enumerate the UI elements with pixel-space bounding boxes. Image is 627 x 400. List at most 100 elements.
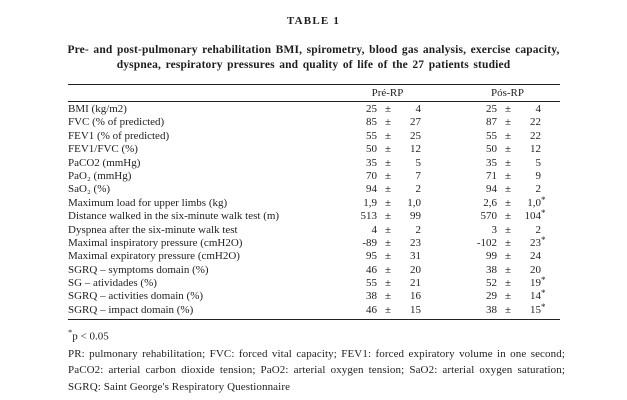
pos-plusminus: ± — [504, 196, 512, 209]
pos-sd: 14 — [530, 290, 541, 303]
significance-text: p < 0.05 — [72, 330, 109, 343]
pre-value: 1,9 — [363, 196, 377, 209]
table-row: SGRQ – symptoms domain (%) 46 ±20 38 ±20 — [68, 264, 560, 277]
column-header-pre-rp: Pré-RP — [371, 87, 404, 99]
pos-significance-star: * — [541, 301, 546, 312]
pos-significance-star — [541, 221, 547, 234]
table-row: BMI (kg/m2) 25 ±4 25 ±4 — [68, 103, 560, 116]
pos-sd: 20 — [530, 263, 541, 276]
row-label: FEV1/FVC (%) — [68, 143, 138, 156]
pre-value: 46 — [366, 263, 377, 276]
pre-sd: 15 — [410, 303, 421, 316]
row-label: PaCO2 (mmHg) — [68, 156, 141, 169]
pos-significance-star: * — [541, 194, 546, 205]
pre-value: 35 — [366, 156, 377, 169]
row-label: FEV1 (% of predicted) — [68, 129, 170, 142]
pos-plusminus: ± — [504, 169, 512, 182]
pos-sd: 1,0 — [527, 196, 541, 209]
table-body: BMI (kg/m2) 25 ±4 25 ±4 FVC (% of predicted)… — [68, 102, 560, 321]
table-number-heading: TABLE 1 — [286, 15, 341, 27]
pos-significance-star: * — [541, 208, 546, 219]
pos-significance-star — [541, 261, 547, 274]
pre-value: 95 — [366, 250, 377, 263]
table-header-row: Pré-RP Pós-RP — [68, 84, 560, 102]
pre-sd: 31 — [410, 250, 421, 263]
pre-sd: 5 — [415, 156, 422, 169]
pre-value: 70 — [366, 169, 377, 182]
pos-significance-star — [541, 127, 547, 140]
row-label: Distance walked in the six-minute walk t… — [68, 210, 280, 223]
table-row: SGRQ – impact domain (%) 46 ±15 38 ±15 * — [68, 301, 560, 317]
pos-value: 99 — [486, 250, 497, 263]
significance-star: * — [68, 327, 73, 338]
pos-plusminus: ± — [504, 129, 512, 142]
pos-plusminus: ± — [504, 156, 512, 169]
pre-sd: 2 — [415, 223, 422, 236]
pos-sd: 104 — [524, 210, 542, 223]
pre-plusminus: ± — [384, 129, 392, 142]
pos-significance-star — [541, 100, 547, 113]
significance-note: *p < 0.05 — [68, 325, 565, 344]
pre-significance-star — [421, 287, 427, 300]
pre-significance-star — [421, 127, 427, 140]
pre-significance-star — [421, 261, 427, 274]
pre-value: 46 — [366, 303, 377, 316]
column-header-pos-rp: Pós-RP — [490, 87, 525, 99]
pre-sd: 25 — [410, 129, 421, 142]
table-row: Maximal expiratory pressure (cmH2O) 95 ±31… — [68, 250, 560, 263]
pos-significance-star — [541, 140, 547, 153]
pre-value: 85 — [366, 116, 377, 129]
pos-value: 50 — [486, 143, 497, 156]
pre-sd: 20 — [410, 263, 421, 276]
pre-value: 513 — [360, 210, 378, 223]
pos-plusminus: ± — [504, 250, 512, 263]
pre-sd: 27 — [410, 116, 421, 129]
table-row: Dyspnea after the six-minute walk test 4 ±… — [68, 224, 560, 237]
pos-significance-star — [541, 247, 547, 260]
pos-plusminus: ± — [504, 183, 512, 196]
pos-plusminus: ± — [504, 290, 512, 303]
pos-plusminus: ± — [504, 116, 512, 129]
row-label: Dyspnea after the six-minute walk test — [68, 223, 238, 236]
pos-sd: 5 — [535, 156, 542, 169]
pos-plusminus: ± — [504, 103, 512, 115]
pos-plusminus: ± — [504, 277, 512, 290]
table-row: PaO₂ (mmHg) 70 ±7 71 ±9 — [68, 170, 560, 183]
pre-value: 50 — [366, 143, 377, 156]
pre-plusminus: ± — [384, 143, 392, 156]
pos-sd: 19 — [530, 277, 541, 290]
pos-sd: 2 — [535, 183, 542, 196]
pre-sd: 4 — [415, 103, 422, 115]
pre-sd: 12 — [410, 143, 421, 156]
pos-value: 570 — [480, 210, 498, 223]
table-row: SGRQ – activities domain (%) 38 ±16 29 ±14 * — [68, 287, 560, 303]
pre-significance-star — [421, 234, 427, 247]
pos-sd: 23 — [530, 236, 541, 249]
pos-sd: 4 — [535, 103, 542, 115]
pos-sd: 12 — [530, 143, 541, 156]
pos-sd: 2 — [535, 223, 542, 236]
row-label: SGRQ – activities domain (%) — [68, 290, 204, 303]
row-label: SG – atividades (%) — [68, 277, 157, 290]
pos-sd: 24 — [530, 250, 541, 263]
pre-plusminus: ± — [384, 169, 392, 182]
pos-value: 52 — [486, 277, 497, 290]
pre-significance-star — [421, 194, 427, 207]
pre-plusminus: ± — [384, 223, 392, 236]
row-label: FVC (% of predicted) — [68, 116, 165, 129]
row-label: Maximum load for upper limbs (kg) — [68, 196, 228, 209]
row-label: Maximal inspiratory pressure (cmH2O) — [68, 236, 243, 249]
pre-value: 94 — [366, 183, 377, 196]
pre-significance-star — [421, 113, 427, 126]
pre-value: 38 — [366, 290, 377, 303]
pre-value: 55 — [366, 277, 377, 290]
row-label: SGRQ – impact domain (%) — [68, 303, 194, 316]
pre-plusminus: ± — [384, 156, 392, 169]
results-table: Pré-RP Pós-RP BMI (kg/m2) 25 ±4 25 ±4 FVC (%… — [68, 84, 560, 321]
pre-value: 25 — [366, 103, 377, 115]
pos-value: 55 — [486, 129, 497, 142]
pre-plusminus: ± — [384, 290, 392, 303]
pos-plusminus: ± — [504, 223, 512, 236]
pre-plusminus: ± — [384, 196, 392, 209]
